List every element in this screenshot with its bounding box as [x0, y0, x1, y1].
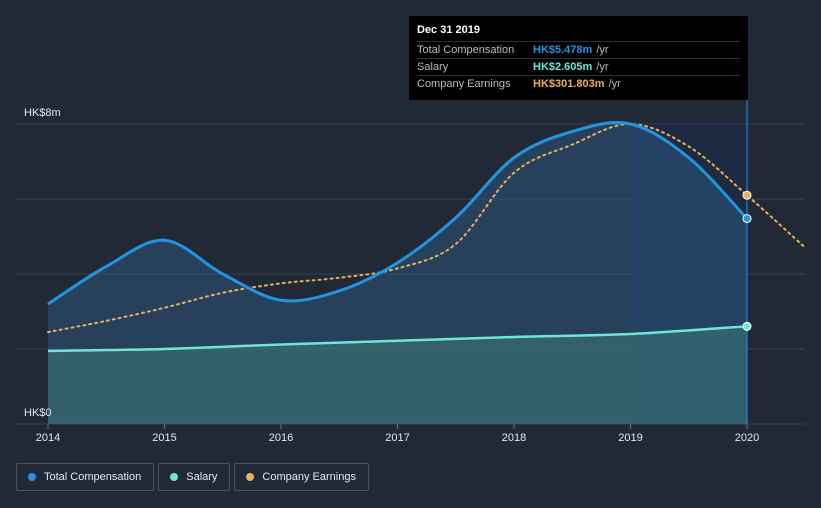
- salary-line: [47, 325, 748, 353]
- series-markers: [742, 190, 752, 331]
- tooltip-earnings-unit: /yr: [608, 78, 621, 90]
- area-fills: [48, 122, 747, 425]
- x-tick-label-2015: 2015: [152, 432, 176, 444]
- company-earnings-line: [47, 122, 807, 334]
- legend-dot-earnings-icon: [246, 473, 255, 481]
- tooltip-row-earnings: Company Earnings HK$301.803m /yr: [417, 75, 740, 92]
- tooltip-total-unit: /yr: [596, 44, 609, 56]
- legend-total-compensation[interactable]: Total Compensation: [16, 463, 155, 491]
- tooltip-earnings-label: Company Earnings: [417, 78, 511, 90]
- x-tick-label-2019: 2019: [618, 432, 642, 444]
- tooltip-salary-label: Salary: [417, 61, 449, 73]
- y-axis-min-label: HK$0: [24, 407, 52, 419]
- tooltip-row-total: Total Compensation HK$5.478m /yr: [417, 41, 740, 58]
- tooltip-row-salary: Salary HK$2.605m /yr: [417, 58, 740, 75]
- legend: Total Compensation Salary Company Earnin…: [16, 463, 369, 491]
- total-compensation-marker: [742, 214, 752, 224]
- legend-dot-salary-icon: [170, 473, 179, 481]
- x-tick-label-2020: 2020: [735, 432, 759, 444]
- x-tick-label-2017: 2017: [385, 432, 409, 444]
- x-axis-ticks: 2014 2015 2016 2017 2018 2019 2020: [36, 424, 759, 444]
- legend-salary[interactable]: Salary: [158, 463, 231, 491]
- tooltip-total-value: HK$5.478m: [533, 44, 593, 56]
- tooltip-earnings-value: HK$301.803m: [533, 78, 605, 90]
- tooltip-salary-value: HK$2.605m: [533, 61, 593, 73]
- legend-company-earnings[interactable]: Company Earnings: [234, 463, 369, 491]
- company-earnings-marker: [742, 190, 752, 200]
- x-tick-label-2014: 2014: [36, 432, 60, 444]
- tooltip-date: Dec 31 2019: [417, 24, 480, 36]
- legend-earnings-label: Company Earnings: [262, 471, 356, 483]
- series-lines: [47, 121, 807, 353]
- salary-area: [48, 326, 747, 424]
- tooltip-salary-unit: /yr: [596, 61, 609, 73]
- legend-salary-label: Salary: [186, 471, 218, 483]
- total-compensation-line: [47, 121, 749, 306]
- salary-marker: [742, 321, 752, 331]
- x-tick-label-2018: 2018: [502, 432, 526, 444]
- tooltip: Dec 31 2019 Total Compensation HK$5.478m…: [409, 16, 748, 100]
- legend-total-label: Total Compensation: [44, 471, 142, 483]
- tooltip-total-label: Total Compensation: [417, 44, 515, 56]
- y-axis-max-label: HK$8m: [24, 107, 61, 119]
- x-tick-label-2016: 2016: [269, 432, 293, 444]
- legend-dot-total-icon: [28, 473, 36, 481]
